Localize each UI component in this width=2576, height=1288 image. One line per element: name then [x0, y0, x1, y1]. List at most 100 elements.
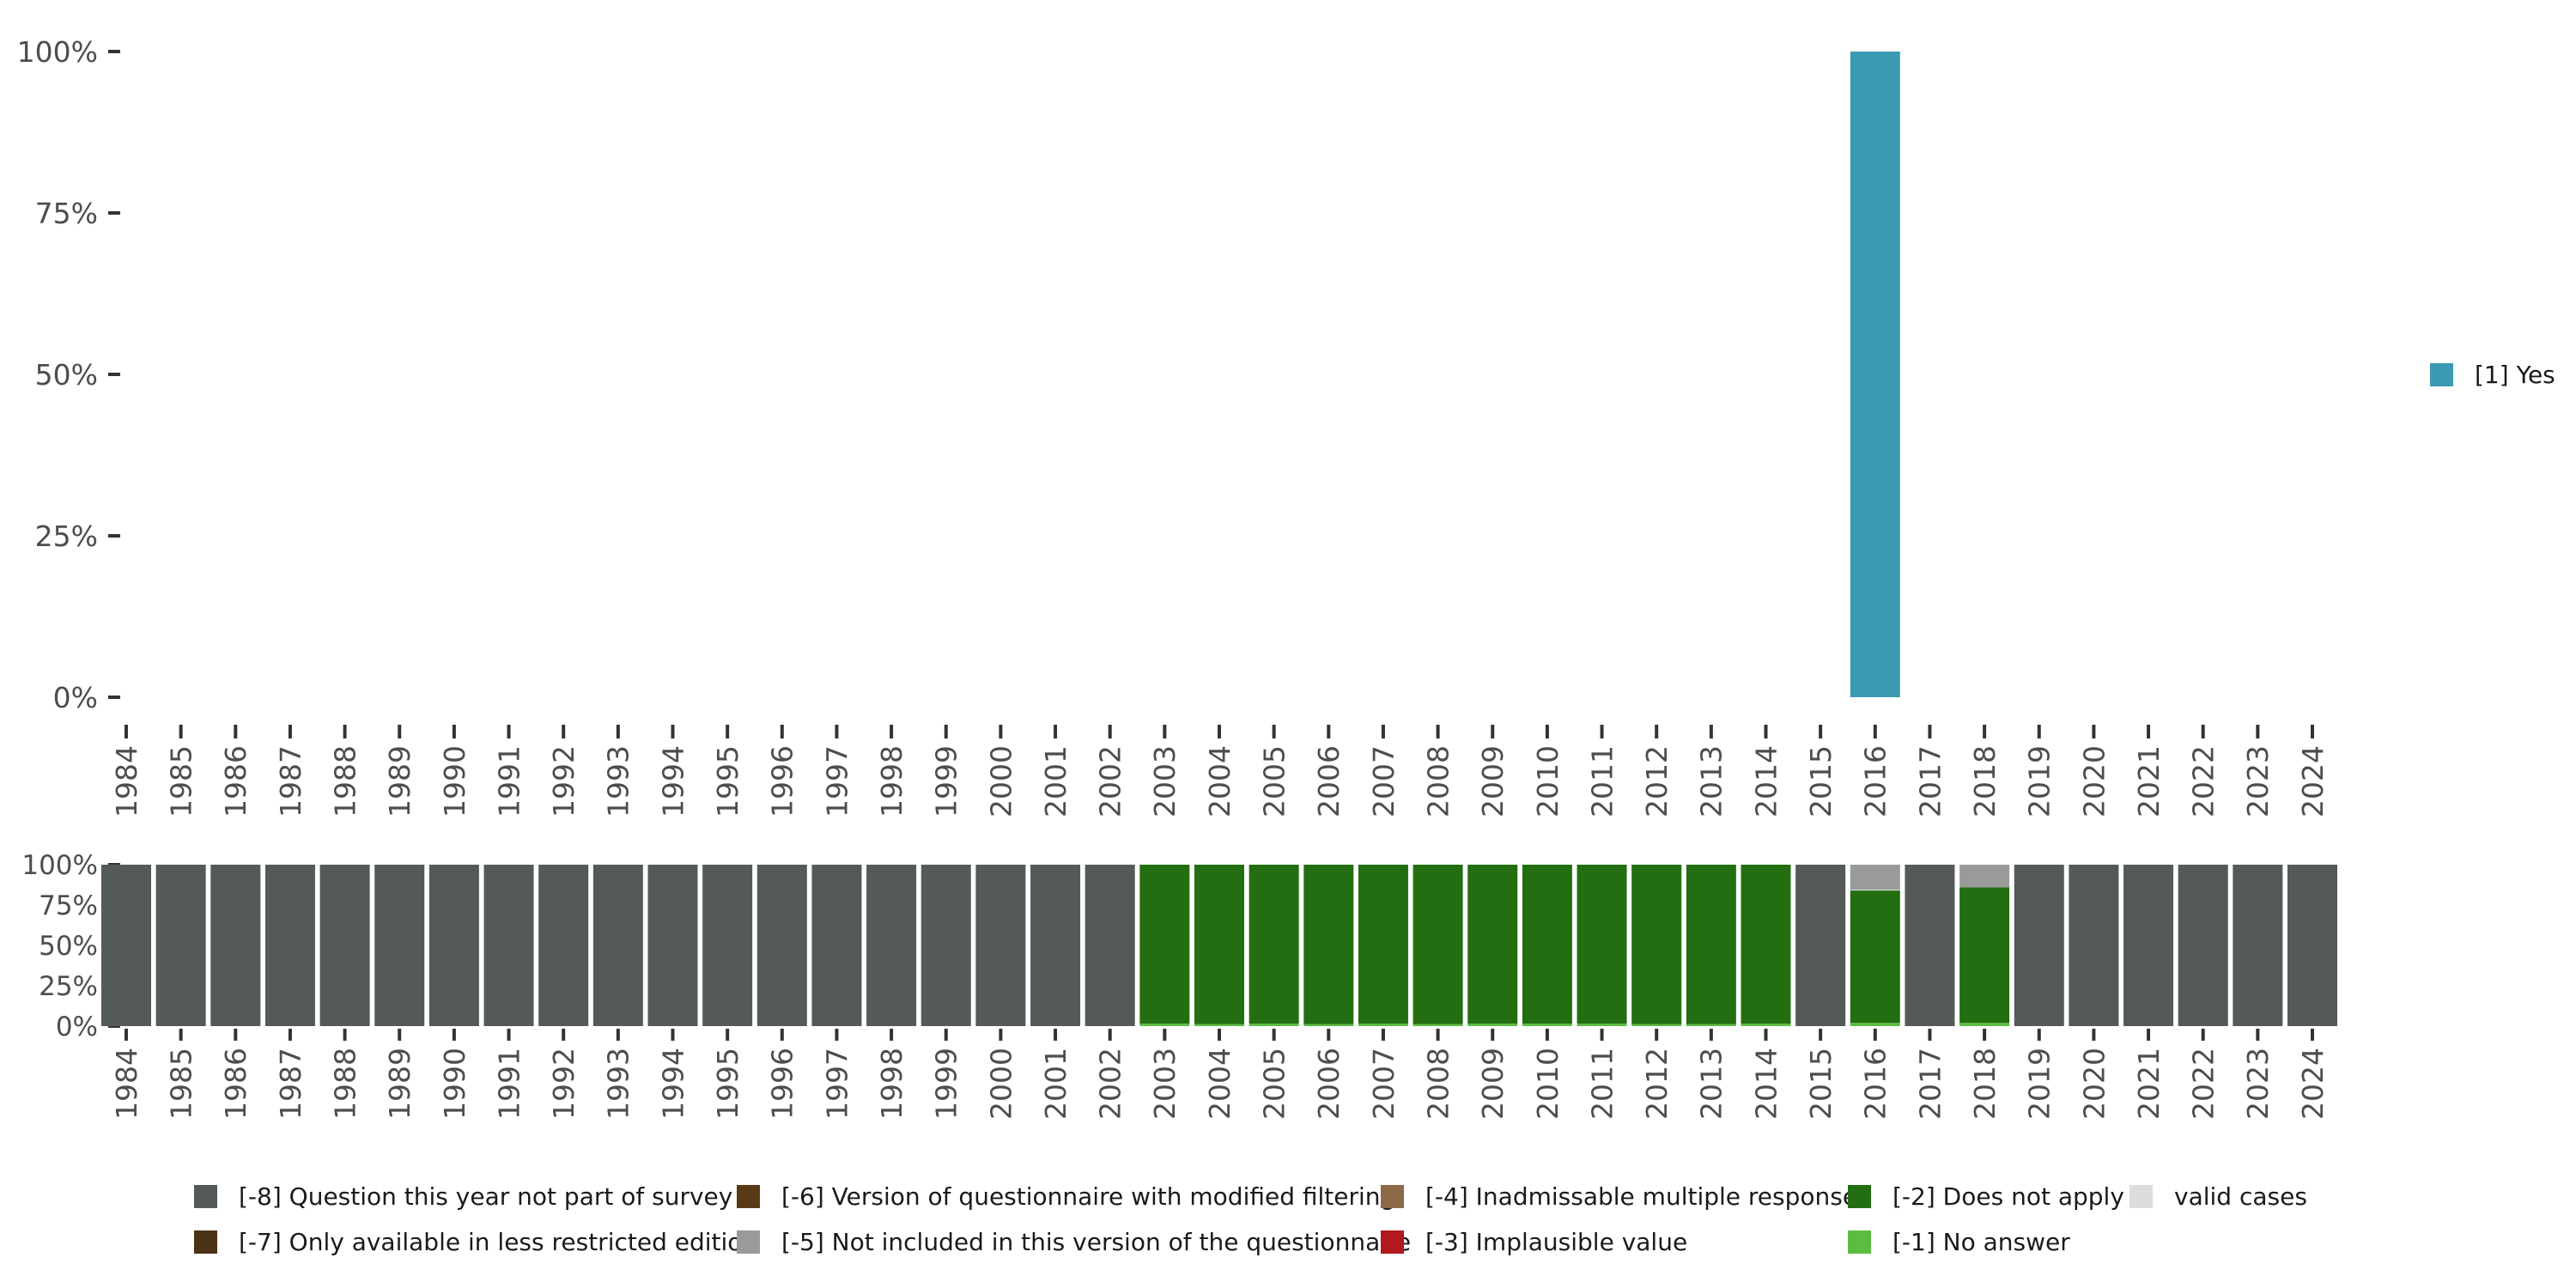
- x-tick-label: 2009: [1476, 1048, 1510, 1120]
- bar-2008-series-1: [1413, 865, 1463, 1024]
- bar-2016-series-0: [1850, 52, 1900, 697]
- bar-2015-series-4: [1795, 865, 1846, 1026]
- x-tick-label: 1990: [438, 745, 471, 817]
- legend-label: [-6] Version of questionnaire with modif…: [781, 1182, 1395, 1211]
- x-tick-label: 1989: [383, 1048, 416, 1120]
- x-tick-label: 2008: [1421, 1048, 1455, 1120]
- bar-2002-series-4: [1084, 865, 1135, 1026]
- bar-1994-series-4: [647, 865, 698, 1026]
- x-tick-label: 2000: [984, 1048, 1018, 1120]
- x-tick-label: 1984: [110, 745, 143, 817]
- x-tick-label: 2024: [2296, 745, 2330, 817]
- legend-swatch: [1848, 1185, 1871, 1208]
- legend-bottom: [-8] Question this year not part of surv…: [194, 1182, 2307, 1256]
- bar-1993-series-4: [592, 865, 643, 1026]
- bar-2010-series-1: [1522, 865, 1572, 1024]
- y-tick-label: 25%: [39, 971, 98, 1002]
- x-tick-label: 1997: [820, 745, 854, 817]
- legend-swatch: [2129, 1185, 2153, 1208]
- y-tick-label: 0%: [56, 1012, 98, 1042]
- legend-swatch: [194, 1185, 217, 1208]
- bar-2005-series-0: [1249, 1024, 1299, 1026]
- x-tick-label: 2016: [1859, 1048, 1893, 1120]
- x-tick-label: 1990: [438, 1048, 471, 1120]
- bar-2004-series-0: [1194, 1024, 1244, 1026]
- bar-2018-series-1: [1959, 887, 2010, 1024]
- bar-2009-series-1: [1467, 865, 1518, 1024]
- x-tick-label: 2007: [1367, 745, 1400, 817]
- legend-label: [-7] Only available in less restricted e…: [239, 1228, 757, 1256]
- x-tick-label: 2001: [1039, 745, 1072, 817]
- x-tick-label: 2009: [1476, 745, 1510, 817]
- bar-2016-series-3: [1850, 865, 1900, 890]
- x-tick-label: 1988: [328, 745, 361, 817]
- legend-label: [-3] Implausible value: [1425, 1228, 1687, 1256]
- x-tick-label: 2002: [1094, 1048, 1127, 1120]
- bar-1999-series-4: [920, 865, 971, 1026]
- bar-2018-series-3: [1959, 865, 2010, 888]
- bar-2023-series-4: [2233, 865, 2283, 1026]
- x-tick-label: 1992: [547, 1048, 580, 1120]
- bar-2014-series-0: [1741, 1024, 1791, 1026]
- x-tick-label: 2017: [1913, 745, 1947, 817]
- x-tick-label: 2021: [2132, 745, 2166, 817]
- x-tick-label: 2008: [1421, 745, 1455, 817]
- x-tick-label: 2006: [1312, 745, 1346, 817]
- x-tick-label: 2024: [2296, 1048, 2330, 1120]
- bar-2019-series-4: [2014, 865, 2064, 1026]
- bar-1988-series-4: [319, 865, 370, 1026]
- x-tick-label: 2004: [1203, 1048, 1236, 1120]
- bar-1992-series-4: [538, 865, 589, 1026]
- x-tick-label: 2004: [1203, 745, 1236, 817]
- bar-2011-series-0: [1577, 1024, 1627, 1026]
- x-tick-label: 2017: [1913, 1048, 1947, 1120]
- x-tick-label: 1993: [602, 745, 635, 817]
- bar-2008-series-0: [1413, 1024, 1463, 1026]
- x-tick-label: 1985: [165, 1048, 198, 1120]
- legend-label: valid cases: [2174, 1182, 2307, 1211]
- x-tick-label: 1991: [492, 1048, 526, 1120]
- x-tick-label: 2020: [2077, 1048, 2111, 1120]
- x-tick-label: 2000: [984, 745, 1018, 817]
- x-tick-label: 1986: [219, 745, 252, 817]
- legend-swatch: [737, 1230, 760, 1254]
- x-tick-label: 2001: [1039, 1048, 1072, 1120]
- bar-2024-series-4: [2287, 865, 2337, 1026]
- bar-2012-series-1: [1631, 865, 1682, 1024]
- x-tick-label: 2012: [1640, 745, 1674, 817]
- top-chart-panel: 0% 25% 50% 75% 100% 1984 1985 1986 1987 1988 1989 1…: [17, 35, 2330, 817]
- x-tick-label: 2014: [1749, 1048, 1783, 1120]
- legend-swatch: [194, 1230, 217, 1254]
- bar-1989-series-4: [374, 865, 425, 1026]
- x-tick-label: 2013: [1695, 1048, 1728, 1120]
- bar-1990-series-4: [428, 865, 479, 1026]
- legend-swatch: [1381, 1230, 1404, 1254]
- x-tick-label: 2015: [1804, 1048, 1838, 1120]
- bar-2022-series-4: [2178, 865, 2228, 1026]
- y-tick-label: 50%: [35, 358, 98, 392]
- x-tick-label: 2011: [1585, 1048, 1619, 1120]
- x-tick-label: 2013: [1695, 745, 1728, 817]
- x-tick-label: 1992: [547, 745, 580, 817]
- x-tick-label: 1999: [930, 1048, 963, 1120]
- bar-2005-series-1: [1249, 865, 1299, 1024]
- y-tick-label: 100%: [17, 35, 98, 69]
- bar-2006-series-0: [1303, 1024, 1354, 1026]
- x-tick-label: 2021: [2132, 1048, 2166, 1120]
- legend-swatch-yes: [2430, 363, 2453, 386]
- bar-2010-series-0: [1522, 1024, 1572, 1026]
- x-tick-label: 1995: [711, 1048, 744, 1120]
- bar-2007-series-0: [1358, 1024, 1408, 1026]
- y-tick-label: 25%: [35, 519, 98, 553]
- legend-label: [-1] No answer: [1893, 1228, 2070, 1256]
- x-tick-label: 2005: [1258, 1048, 1291, 1120]
- x-tick-label: 2023: [2241, 1048, 2275, 1120]
- legend-label: [-5] Not included in this version of the…: [781, 1228, 1411, 1256]
- x-tick-label: 2010: [1531, 1048, 1564, 1120]
- x-tick-label: 2011: [1585, 745, 1619, 817]
- legend-label: [1] Yes: [2475, 361, 2555, 389]
- x-tick-label: 2003: [1148, 745, 1182, 817]
- x-tick-label: 1994: [656, 745, 690, 817]
- bar-2004-series-1: [1194, 865, 1244, 1024]
